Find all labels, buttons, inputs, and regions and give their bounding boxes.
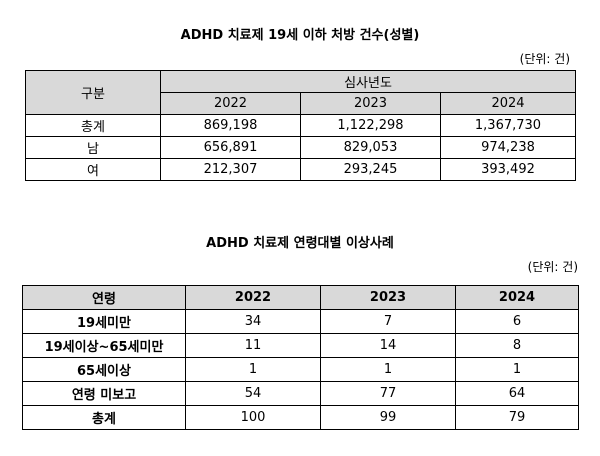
cell: 393,492 — [440, 158, 576, 181]
row-label: 여 — [25, 158, 161, 181]
cell: 1 — [185, 357, 321, 382]
unit-note: (단위: 건) — [519, 52, 570, 66]
cell: 99 — [320, 405, 456, 430]
table-row: 총계 100 99 79 — [22, 405, 579, 430]
table-row: 19세미만 34 7 6 — [22, 309, 579, 334]
header-cell: 2023 — [300, 92, 441, 115]
cell: 34 — [185, 309, 321, 334]
unit-note: (단위: 건) — [527, 260, 578, 274]
cell: 974,238 — [440, 136, 576, 159]
table-row: 남 656,891 829,053 974,238 — [25, 136, 576, 159]
cell: 8 — [455, 333, 579, 358]
table: 구분 심사년도 2022 2023 2024 총계 869,198 1,122,29… — [25, 70, 576, 181]
row-label: 남 — [25, 136, 161, 159]
table-row: 여 212,307 293,245 393,492 — [25, 158, 576, 181]
table-title: ADHD 치료제 19세 이하 처방 건수(성별) — [180, 28, 420, 43]
header-cell: 2022 — [160, 92, 301, 115]
row-label: 연령 미보고 — [22, 381, 186, 406]
row-label: 총계 — [25, 114, 161, 137]
header-cell: 2024 — [440, 92, 576, 115]
header-cell: 구분 — [25, 70, 161, 115]
cell: 100 — [185, 405, 321, 430]
header-cell: 2023 — [320, 285, 456, 310]
cell: 6 — [455, 309, 579, 334]
table-row: 19세이상~65세미만 11 14 8 — [22, 333, 579, 358]
row-label: 19세이상~65세미만 — [22, 333, 186, 358]
table-row: 연령 미보고 54 77 64 — [22, 381, 579, 406]
cell: 293,245 — [300, 158, 441, 181]
row-label: 총계 — [22, 405, 186, 430]
table-title: ADHD 치료제 연령대별 이상사례 — [206, 236, 394, 251]
header-cell: 2024 — [455, 285, 579, 310]
cell: 212,307 — [160, 158, 301, 181]
table: 연령 2022 2023 2024 19세미만 34 7 6 19세이상~65세미만 11… — [22, 285, 579, 430]
cell: 829,053 — [300, 136, 441, 159]
cell: 79 — [455, 405, 579, 430]
cell: 656,891 — [160, 136, 301, 159]
table-body: 19세미만 34 7 6 19세이상~65세미만 11 14 8 65세이상 1 1 1 연령 미보고 5… — [22, 309, 579, 430]
table-body: 총계 869,198 1,122,298 1,367,730 남 656,891 829,0… — [25, 114, 576, 181]
cell: 7 — [320, 309, 456, 334]
cell: 64 — [455, 381, 579, 406]
row-label: 65세이상 — [22, 357, 186, 382]
row-label: 19세미만 — [22, 309, 186, 334]
cell: 77 — [320, 381, 456, 406]
cell: 11 — [185, 333, 321, 358]
cell: 14 — [320, 333, 456, 358]
header-cell: 연령 — [22, 285, 186, 310]
header-cell: 심사년도 — [160, 70, 576, 93]
cell: 869,198 — [160, 114, 301, 137]
cell: 1 — [455, 357, 579, 382]
cell: 54 — [185, 381, 321, 406]
cell: 1,367,730 — [440, 114, 576, 137]
table-row: 65세이상 1 1 1 — [22, 357, 579, 382]
table-row: 총계 869,198 1,122,298 1,367,730 — [25, 114, 576, 137]
header-cell: 2022 — [185, 285, 321, 310]
cell: 1,122,298 — [300, 114, 441, 137]
cell: 1 — [320, 357, 456, 382]
